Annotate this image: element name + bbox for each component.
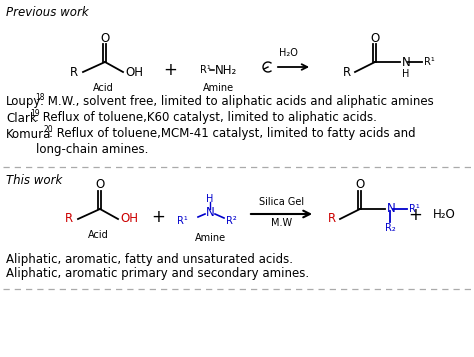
- Text: NH₂: NH₂: [215, 64, 237, 76]
- Text: R¹: R¹: [424, 57, 435, 67]
- Text: M.W: M.W: [271, 218, 292, 228]
- Text: Previous work: Previous work: [6, 5, 89, 19]
- Text: O: O: [370, 31, 380, 45]
- Text: R₂: R₂: [384, 223, 395, 233]
- Text: Silica Gel: Silica Gel: [259, 197, 304, 207]
- Text: 20: 20: [44, 126, 54, 135]
- Text: R²: R²: [226, 216, 237, 226]
- Text: O: O: [95, 178, 105, 191]
- Text: Amine: Amine: [202, 83, 234, 93]
- Text: R¹: R¹: [177, 216, 188, 226]
- Text: 19: 19: [30, 110, 40, 119]
- Text: Acid: Acid: [88, 230, 109, 240]
- Text: H₂O: H₂O: [279, 48, 298, 58]
- Text: O: O: [100, 31, 109, 45]
- Text: : Reflux of toluene,MCM-41 catalyst, limited to fatty acids and: : Reflux of toluene,MCM-41 catalyst, lim…: [49, 127, 416, 141]
- Text: R: R: [343, 65, 351, 79]
- Text: : Reflux of toluene,K60 catalyst, limited to aliphatic acids.: : Reflux of toluene,K60 catalyst, limite…: [35, 111, 377, 125]
- Text: This work: This work: [6, 175, 62, 187]
- Text: Aliphatic, aromatic, fatty and unsaturated acids.: Aliphatic, aromatic, fatty and unsaturat…: [6, 252, 293, 266]
- Text: N: N: [387, 202, 396, 216]
- Text: R: R: [70, 65, 78, 79]
- Text: Clark: Clark: [6, 111, 37, 125]
- Text: Amine: Amine: [194, 233, 226, 243]
- Text: Aliphatic, aromatic primary and secondary amines.: Aliphatic, aromatic primary and secondar…: [6, 266, 309, 280]
- Text: +: +: [408, 206, 422, 224]
- Text: H₂O: H₂O: [433, 208, 456, 221]
- Text: +: +: [163, 61, 177, 79]
- Text: N: N: [206, 206, 214, 220]
- Text: R¹: R¹: [200, 65, 211, 75]
- Text: H: H: [206, 194, 214, 204]
- Text: OH: OH: [125, 65, 143, 79]
- Text: H: H: [402, 69, 410, 79]
- Text: Acid: Acid: [92, 83, 113, 93]
- Text: R¹: R¹: [409, 204, 420, 214]
- Text: OH: OH: [120, 212, 138, 226]
- Text: 18: 18: [35, 94, 45, 102]
- Text: N: N: [402, 55, 411, 69]
- Text: R: R: [328, 212, 336, 226]
- Text: Loupy: Loupy: [6, 96, 41, 109]
- Text: long-chain amines.: long-chain amines.: [6, 144, 148, 156]
- Text: R: R: [65, 212, 73, 226]
- Text: O: O: [356, 178, 365, 191]
- Text: +: +: [151, 208, 165, 226]
- Text: : M.W., solvent free, limited to aliphatic acids and aliphatic amines: : M.W., solvent free, limited to aliphat…: [40, 96, 434, 109]
- Text: Komura: Komura: [6, 127, 51, 141]
